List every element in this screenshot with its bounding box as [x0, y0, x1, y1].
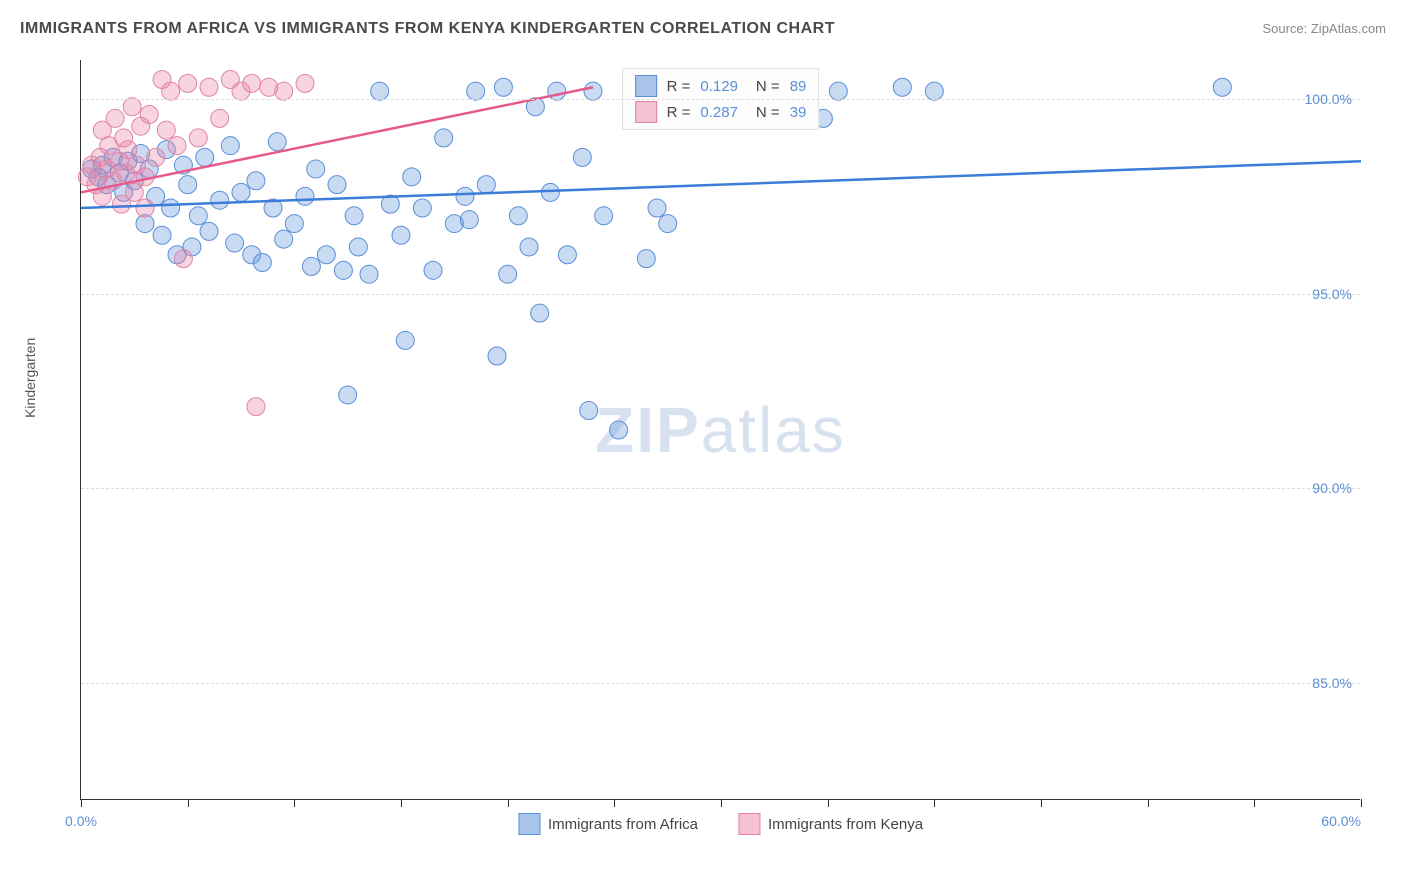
legend-r-label: R =: [667, 104, 691, 121]
title-bar: IMMIGRANTS FROM AFRICA VS IMMIGRANTS FRO…: [0, 0, 1406, 48]
x-tick: [721, 799, 722, 807]
legend-r-value: 0.287: [700, 104, 738, 121]
chart-title: IMMIGRANTS FROM AFRICA VS IMMIGRANTS FRO…: [20, 20, 835, 38]
x-tick-label: 60.0%: [1321, 813, 1361, 829]
x-tick: [614, 799, 615, 807]
legend-r-value: 0.129: [700, 78, 738, 95]
legend-swatch: [518, 813, 540, 835]
series-legend-item: Immigrants from Africa: [518, 813, 698, 835]
y-tick-label: 90.0%: [1312, 480, 1352, 496]
x-tick: [1361, 799, 1362, 807]
grid-line: [81, 683, 1360, 684]
y-axis-label: Kindergarten: [22, 338, 38, 418]
legend-r-label: R =: [667, 78, 691, 95]
plot-area: ZIPatlas R = 0.129N = 89R = 0.287N = 39 …: [80, 60, 1360, 800]
x-tick-label: 0.0%: [65, 813, 97, 829]
x-tick: [934, 799, 935, 807]
x-tick: [294, 799, 295, 807]
chart-container: Kindergarten ZIPatlas R = 0.129N = 89R =…: [50, 60, 1390, 840]
grid-line: [81, 488, 1360, 489]
series-legend: Immigrants from Africa Immigrants from Ke…: [518, 813, 923, 835]
trendlines-svg: [81, 60, 1360, 799]
y-tick-label: 95.0%: [1312, 286, 1352, 302]
grid-line: [81, 99, 1360, 100]
x-tick: [1041, 799, 1042, 807]
legend-n-label: N =: [756, 104, 780, 121]
legend-n-value: 89: [790, 78, 807, 95]
x-tick: [828, 799, 829, 807]
x-tick: [401, 799, 402, 807]
y-tick-label: 85.0%: [1312, 675, 1352, 691]
legend-swatch: [738, 813, 760, 835]
x-tick: [81, 799, 82, 807]
correlation-legend-row: R = 0.287 N = 39: [623, 99, 819, 125]
legend-swatch: [635, 75, 657, 97]
grid-line: [81, 294, 1360, 295]
legend-n-label: N =: [756, 78, 780, 95]
series-legend-label: Immigrants from Kenya: [768, 816, 923, 833]
x-tick: [1254, 799, 1255, 807]
series-legend-item: Immigrants from Kenya: [738, 813, 923, 835]
series-legend-label: Immigrants from Africa: [548, 816, 698, 833]
trend-line: [81, 87, 593, 192]
x-tick: [188, 799, 189, 807]
legend-n-value: 39: [790, 104, 807, 121]
y-tick-label: 100.0%: [1305, 91, 1352, 107]
x-tick: [508, 799, 509, 807]
trend-line: [81, 161, 1361, 208]
legend-swatch: [635, 101, 657, 123]
x-tick: [1148, 799, 1149, 807]
source-label: Source: ZipAtlas.com: [1262, 21, 1386, 36]
correlation-legend-row: R = 0.129 N = 89: [623, 73, 819, 99]
